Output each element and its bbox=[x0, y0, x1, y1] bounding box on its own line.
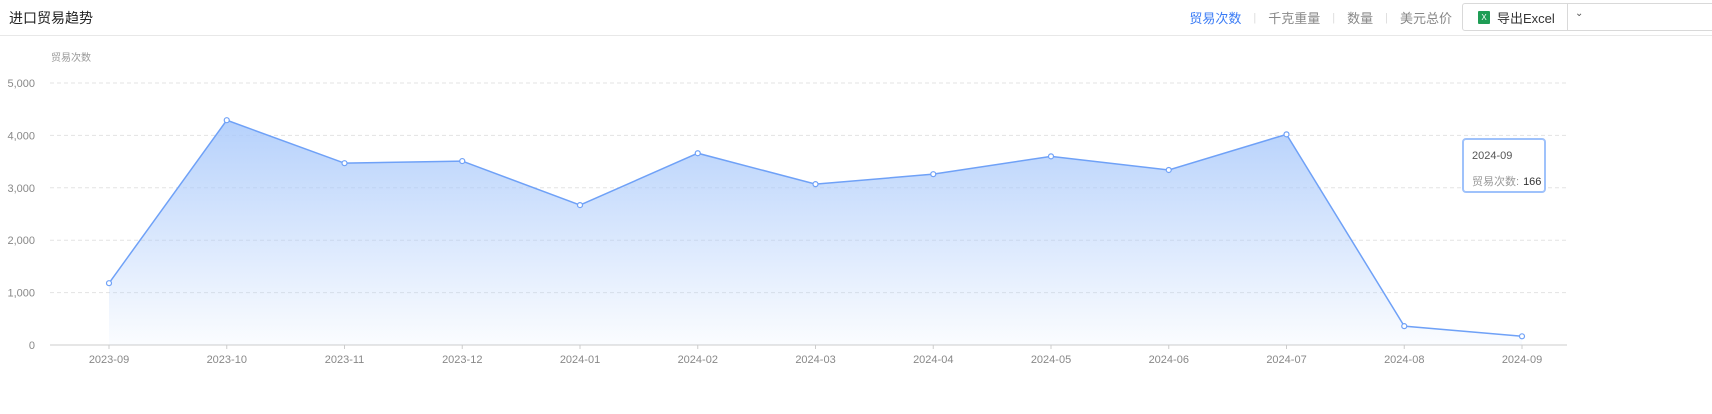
y-tick-label: 0 bbox=[29, 340, 35, 352]
data-point[interactable] bbox=[1518, 333, 1526, 340]
header: 进口贸易趋势 贸易次数 | 千克重量 | 数量 | 美元总价 bbox=[0, 0, 1712, 36]
x-tick-label: 2024-06 bbox=[1149, 354, 1189, 366]
x-tick-label: 2024-02 bbox=[678, 354, 718, 366]
tooltip-value: 166 bbox=[1523, 176, 1542, 188]
x-tick-label: 2024-03 bbox=[795, 354, 835, 366]
y-tick-label: 5,000 bbox=[7, 78, 35, 90]
x-tick-label: 2024-04 bbox=[913, 354, 953, 366]
data-point[interactable] bbox=[1047, 153, 1055, 160]
metric-tabs: 贸易次数 | 千克重量 | 数量 | 美元总价 bbox=[1189, 8, 1452, 27]
page-title: 进口贸易趋势 bbox=[9, 10, 93, 26]
x-tick-label: 2024-07 bbox=[1266, 354, 1306, 366]
data-point[interactable] bbox=[1165, 166, 1172, 174]
data-point[interactable] bbox=[105, 280, 113, 287]
data-point[interactable] bbox=[223, 117, 230, 124]
data-point[interactable] bbox=[694, 150, 701, 157]
data-point[interactable] bbox=[341, 160, 348, 167]
export-excel-button[interactable]: X 导出Excel ⌄ bbox=[1462, 3, 1712, 31]
tab-usd-total[interactable]: 美元总价 bbox=[1399, 11, 1452, 26]
x-tick-label: 2023-11 bbox=[325, 354, 365, 366]
y-tick-label: 4,000 bbox=[7, 130, 35, 142]
tooltip: 2024-09 贸易次数: 166 bbox=[1462, 138, 1546, 193]
x-tick-label: 2023-10 bbox=[207, 354, 247, 366]
y-tick-label: 3,000 bbox=[7, 183, 35, 195]
x-tick-label: 2024-05 bbox=[1031, 354, 1071, 366]
y-tick-label: 2,000 bbox=[7, 235, 35, 247]
x-tick-label: 2023-09 bbox=[89, 354, 129, 366]
x-tick-label: 2024-01 bbox=[560, 354, 600, 366]
data-point[interactable] bbox=[576, 201, 584, 209]
tab-trade-count[interactable]: 贸易次数 bbox=[1189, 11, 1242, 26]
tooltip-date: 2024-09 bbox=[1472, 150, 1513, 162]
chevron-down-icon[interactable]: ⌄ bbox=[1575, 8, 1584, 19]
tab-quantity[interactable]: 数量 bbox=[1347, 11, 1374, 26]
data-point[interactable] bbox=[1401, 323, 1408, 330]
export-label: 导出Excel bbox=[1497, 10, 1555, 26]
y-axis-label: 贸易次数 bbox=[51, 51, 91, 64]
x-tick-label: 2024-08 bbox=[1384, 354, 1424, 366]
data-point[interactable] bbox=[930, 171, 937, 178]
data-point[interactable] bbox=[459, 157, 466, 165]
y-tick-label: 1,000 bbox=[7, 288, 35, 300]
data-point[interactable] bbox=[812, 181, 819, 188]
tab-weight-kg[interactable]: 千克重量 bbox=[1268, 11, 1321, 26]
data-point[interactable] bbox=[1283, 131, 1290, 138]
x-tick-label: 2023-12 bbox=[442, 354, 482, 366]
x-tick-label: 2024-09 bbox=[1502, 354, 1542, 366]
area-fill bbox=[109, 120, 1522, 345]
excel-icon: X bbox=[1478, 10, 1490, 24]
tooltip-label: 贸易次数: bbox=[1472, 176, 1520, 188]
